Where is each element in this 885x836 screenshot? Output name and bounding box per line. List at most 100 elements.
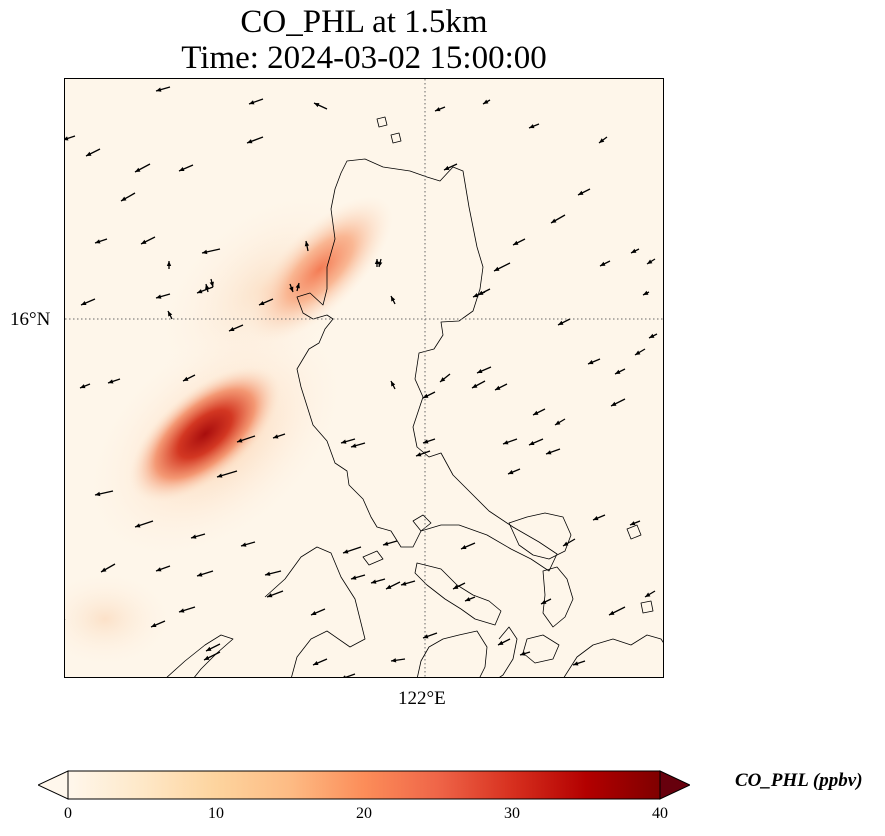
wind-arrow-head: [108, 379, 114, 384]
wind-arrow-head: [289, 286, 294, 292]
wind-arrow-head: [423, 393, 429, 398]
wind-arrow-head: [494, 266, 500, 271]
longitude-tick-label: 122°E: [398, 688, 446, 709]
map-panel[interactable]: [64, 78, 664, 678]
wind-arrow-head: [529, 124, 535, 129]
wind-arrow-head: [401, 581, 407, 586]
wind-arrow-head: [435, 107, 441, 112]
wind-arrow-head: [204, 655, 210, 660]
colorbar-tick-label: 10: [208, 805, 224, 822]
wind-arrow-head: [267, 593, 273, 598]
wind-arrow-head: [205, 284, 210, 290]
wind-arrow-head: [197, 572, 203, 577]
wind-arrow-head: [573, 661, 579, 666]
wind-arrow-head: [135, 167, 141, 172]
wind-arrow-head: [241, 542, 247, 547]
wind-arrow-head: [156, 294, 162, 299]
wind-arrow-head: [95, 491, 101, 497]
wind-arrow-head: [81, 301, 87, 306]
wind-arrow-head: [351, 443, 357, 448]
wind-arrow-head: [95, 239, 101, 244]
wind-arrow-head: [478, 290, 484, 295]
wind-arrow-head: [593, 516, 599, 521]
wind-arrow-head: [314, 103, 320, 108]
colorbar-tick-label: 0: [64, 805, 72, 822]
palawan-coastline: [166, 634, 234, 677]
wind-arrow-head: [229, 327, 235, 332]
wind-arrow-head: [135, 523, 141, 528]
wind-arrow-head: [343, 675, 346, 677]
wind-arrow-head: [477, 369, 483, 374]
wind-arrow-head: [391, 381, 396, 387]
colorbar-extend-low: [38, 770, 69, 800]
wind-arrow-head: [440, 377, 446, 382]
wind-arrow-head: [341, 439, 347, 444]
wind-arrow-head: [265, 571, 271, 576]
wind-arrow-head: [313, 661, 319, 666]
wind-arrow-head: [383, 541, 389, 546]
wind-arrow-head: [558, 320, 564, 325]
wind-arrow-head: [259, 301, 265, 306]
wind-arrow-head: [371, 579, 377, 584]
graticule: [65, 79, 663, 677]
small-island-3: [626, 524, 642, 540]
wind-arrow-head: [191, 534, 197, 539]
wind-arrow-head: [578, 190, 584, 195]
wind-arrow-head: [249, 100, 255, 105]
panay-coastline: [417, 630, 488, 677]
wind-arrow-head: [563, 541, 569, 546]
wind-arrow-head: [461, 545, 467, 550]
wind-arrow-head: [495, 385, 501, 390]
wind-arrow-head: [217, 473, 223, 478]
wind-arrow-head: [631, 248, 637, 253]
wind-arrow-shaft: [65, 135, 76, 141]
wind-arrow-head: [551, 218, 557, 223]
wind-arrow-head: [513, 240, 519, 245]
wind-arrow-head: [444, 165, 450, 170]
wind-arrow-head: [609, 610, 615, 615]
wind-arrow-head: [391, 296, 396, 302]
latitude-tick-label: 16°N: [10, 309, 51, 330]
marinduque-island: [412, 514, 432, 532]
wind-arrow-head: [86, 151, 92, 156]
wind-arrow-shaft: [344, 673, 356, 677]
colorbar-gradient: [67, 770, 661, 800]
wind-arrow-head: [156, 87, 162, 92]
wind-arrow-head: [423, 439, 429, 444]
colorbar-tick-label: 20: [356, 805, 372, 822]
wind-arrow-head: [179, 167, 185, 172]
leyte-coastline: [542, 566, 574, 628]
wind-arrow-head: [304, 241, 310, 247]
samar-coastline: [508, 512, 572, 560]
wind-arrow-head: [206, 646, 212, 651]
wind-arrow-head: [520, 651, 526, 656]
wind-arrow-head: [416, 452, 422, 457]
wind-arrow-head: [311, 611, 317, 616]
wind-arrow-head: [649, 333, 655, 338]
wind-arrow-head: [141, 239, 147, 244]
wind-arrow-head: [151, 623, 157, 628]
wind-arrow-head: [647, 259, 653, 264]
wind-arrow-head: [529, 441, 535, 446]
wind-arrow-head: [546, 450, 552, 455]
wind-arrow-head: [351, 575, 357, 580]
wind-arrow-head: [391, 658, 397, 663]
wind-arrow-head: [498, 640, 504, 645]
wind-arrow-head: [168, 311, 173, 317]
small-island-2: [390, 132, 402, 144]
lubang-island: [362, 550, 384, 566]
wind-arrow-head: [483, 99, 489, 104]
wind-arrow-head: [179, 608, 185, 613]
map-subtitle: Time: 2024-03-02 15:00:00: [181, 40, 547, 76]
colorbar-label: CO_PHL (ppbv): [735, 770, 863, 791]
wind-arrow-head: [65, 136, 69, 141]
wind-arrow-head: [588, 360, 594, 365]
colorbar-extend-high: [659, 770, 690, 800]
colorbar-tick-label: 40: [652, 805, 668, 822]
map-canvas: [65, 79, 663, 677]
wind-arrow-head: [611, 401, 617, 406]
colorbar: [38, 770, 690, 800]
wind-arrow-head: [378, 261, 383, 267]
wind-arrow-head: [643, 290, 649, 295]
wind-arrow-head: [472, 383, 478, 388]
